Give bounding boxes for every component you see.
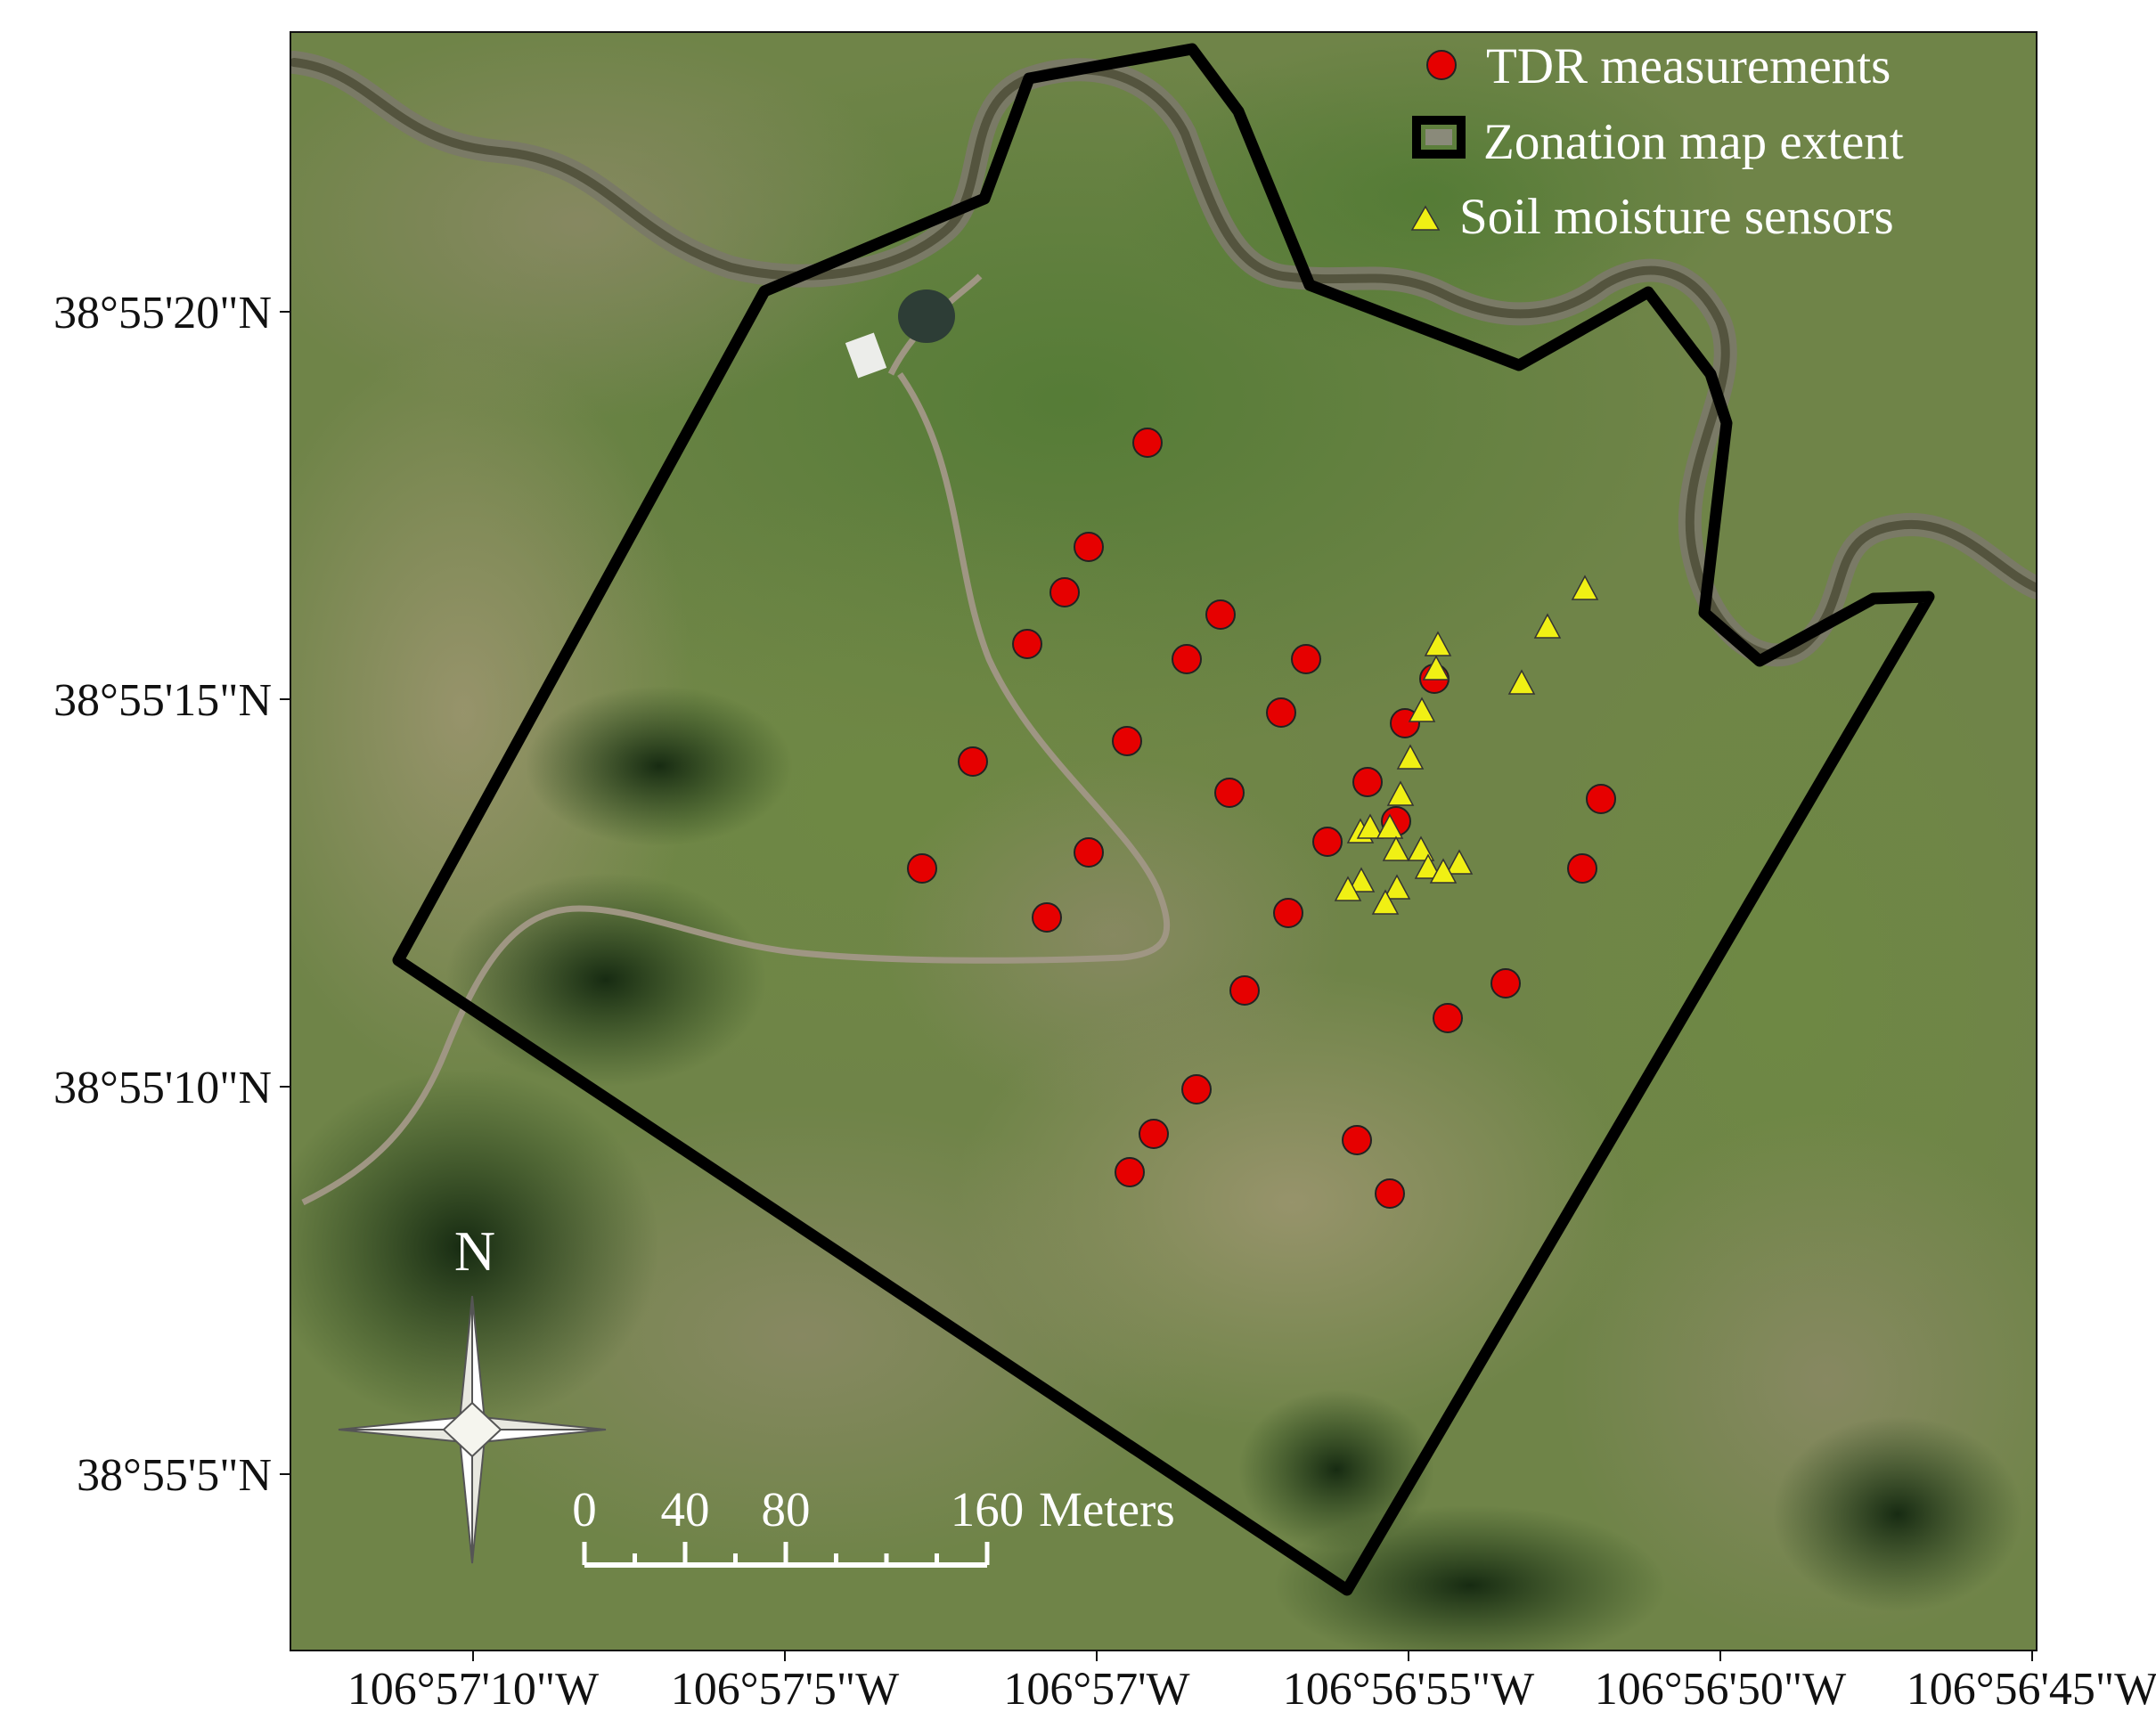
- soil-moisture-sensors-layer: [1334, 575, 1599, 915]
- tdr-measurement-point: [1205, 599, 1236, 630]
- tdr-measurement-point: [1291, 644, 1321, 674]
- soil-moisture-sensor-point: [1408, 697, 1436, 722]
- legend-sensor-label: Soil moisture sensors: [1459, 189, 1894, 245]
- soil-moisture-sensor-point: [1414, 853, 1442, 879]
- lat-tick-label: 38°55'20"N: [53, 288, 272, 338]
- soil-moisture-sensor-point: [1407, 835, 1435, 861]
- tdr-measurement-point: [1074, 532, 1104, 562]
- legend-extent-label: Zonation map extent: [1483, 114, 1904, 170]
- scale-bar-label: 80: [762, 1482, 811, 1536]
- latitude-axis: 38°55'20"N 38°55'15"N 38°55'10"N 38°55'5"N: [53, 288, 290, 1501]
- aerial-basemap: [290, 32, 2037, 1651]
- tdr-measurement-point: [1352, 767, 1383, 797]
- legend-tdr-icon: [1426, 50, 1457, 80]
- legend-extent-icon: [1412, 116, 1466, 159]
- tdr-measurement-point: [1012, 629, 1042, 659]
- tdr-measurement-point: [1032, 902, 1062, 933]
- lon-tick-label: 106°56'55"W: [1283, 1664, 1534, 1715]
- tdr-measurement-point: [1273, 898, 1303, 928]
- tdr-measurement-point: [1567, 853, 1597, 884]
- map-frame: [290, 31, 2038, 1651]
- soil-moisture-sensor-point: [1507, 669, 1536, 695]
- lon-tick-label: 106°57'5"W: [671, 1664, 899, 1715]
- tdr-measurement-point: [1490, 968, 1521, 998]
- legend-sensor-icon: [1410, 205, 1441, 231]
- tdr-measurement-point: [1586, 784, 1616, 814]
- legend-tdr-label: TDR measurements: [1486, 38, 1891, 94]
- tdr-measurement-point: [1229, 975, 1260, 1006]
- map-legend: TDR measurements Zonation map extent Soi…: [1410, 38, 1904, 245]
- tdr-measurement-point: [1342, 1125, 1372, 1155]
- soil-moisture-sensor-point: [1382, 835, 1410, 861]
- scale-bar-label: 160: [951, 1482, 1025, 1536]
- soil-moisture-sensor-point: [1347, 867, 1376, 893]
- north-arrow-compass-icon: N: [338, 1219, 607, 1564]
- soil-moisture-sensor-point: [1383, 874, 1411, 900]
- soil-moisture-sensor-point: [1533, 613, 1562, 639]
- tdr-measurement-point: [1312, 827, 1343, 857]
- tdr-measurement-point: [907, 853, 937, 884]
- soil-moisture-sensor-point: [1429, 858, 1458, 884]
- soil-moisture-sensor-point: [1356, 813, 1384, 839]
- lon-tick-label: 106°57'10"W: [347, 1664, 599, 1715]
- soil-moisture-sensor-point: [1396, 744, 1425, 770]
- tdr-measurement-point: [1181, 1074, 1212, 1104]
- longitude-axis: 106°57'10"W 106°57'5"W 106°57'W 106°56'55"W…: [347, 1651, 2156, 1715]
- lat-tick-label: 38°55'5"N: [77, 1450, 272, 1501]
- scale-bar-label: 0: [572, 1482, 597, 1536]
- soil-moisture-sensor-point: [1334, 876, 1362, 901]
- tdr-measurement-point: [1375, 1178, 1405, 1209]
- tdr-measurement-point: [1049, 577, 1080, 607]
- soil-moisture-sensor-point: [1371, 889, 1400, 915]
- scale-bar-label: 40: [661, 1482, 710, 1536]
- soil-moisture-sensor-point: [1571, 575, 1599, 600]
- zonation-map-extent-polygon: [392, 43, 1935, 1596]
- soil-moisture-sensor-point: [1445, 849, 1474, 875]
- tdr-measurement-point: [1074, 837, 1104, 868]
- lon-tick-label: 106°56'45"W: [1907, 1664, 2156, 1715]
- soil-moisture-sensor-point: [1386, 780, 1415, 806]
- lat-tick-label: 38°55'10"N: [53, 1063, 272, 1113]
- tdr-measurement-point: [1115, 1157, 1145, 1187]
- lon-tick-label: 106°57'W: [1003, 1664, 1189, 1715]
- scale-bar-unit: Meters: [1039, 1482, 1175, 1536]
- soil-moisture-sensor-point: [1376, 813, 1404, 839]
- tdr-measurement-point: [1172, 644, 1202, 674]
- north-label: N: [454, 1219, 495, 1283]
- legend-extent-icon-fill: [1425, 129, 1452, 145]
- scale-bar: 0 40 80 160 Meters: [572, 1482, 1175, 1568]
- soil-moisture-sensor-point: [1422, 655, 1450, 681]
- tdr-measurement-point: [1139, 1119, 1169, 1149]
- tdr-measurement-point: [958, 746, 988, 777]
- tdr-measurement-point: [1214, 778, 1245, 808]
- tdr-measurement-point: [1266, 697, 1296, 728]
- lon-tick-label: 106°56'50"W: [1595, 1664, 1846, 1715]
- lat-tick-label: 38°55'15"N: [53, 675, 272, 726]
- tdr-measurement-point: [1132, 428, 1163, 458]
- soil-moisture-sensor-point: [1424, 631, 1452, 656]
- tdr-measurements-layer: [907, 428, 1616, 1209]
- tdr-measurement-point: [1112, 726, 1142, 756]
- tdr-measurement-point: [1433, 1003, 1463, 1033]
